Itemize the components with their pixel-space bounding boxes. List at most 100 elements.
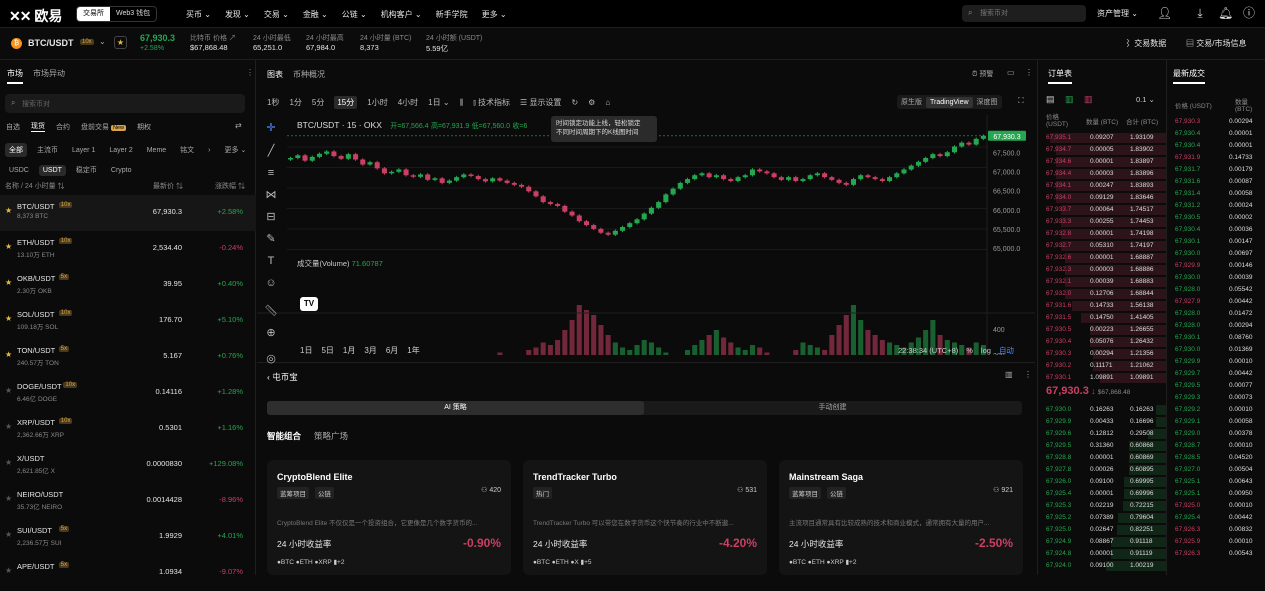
market-row[interactable]: ★ SOL/USDT 10x 109.18万 SOL 176.70 +5.10% [0,303,256,339]
market-row[interactable]: ★ NEIRO/USDT 35.73亿 NEIRO 0.0014428 -8.96% [0,483,256,519]
favorite-star-icon[interactable]: ★ [5,278,13,287]
bid-row[interactable]: 67,925.3 0.02219 0.72215 [1038,500,1166,512]
bid-row[interactable]: 67,929.9 0.00433 0.16696 [1038,416,1166,428]
auto-toggle[interactable]: 自动 [998,346,1014,355]
web3-wallet-tab[interactable]: Web3 钱包 [116,10,151,17]
book-both-icon[interactable]: ▤ [1046,94,1055,104]
user-icon[interactable]: 👤︎ [1157,6,1173,20]
filter-mainstream[interactable]: 主流币 [37,147,58,154]
nav-finance[interactable]: 金融 ⌄ [302,9,328,19]
more-vertical-icon[interactable]: ⋮ [1025,68,1033,77]
view-native[interactable]: 原生版 [901,99,922,106]
filter-meme[interactable]: Meme [146,146,167,154]
measure-icon[interactable]: ⊟ [266,211,276,223]
filter-more[interactable]: 更多 ⌄ [224,147,247,154]
nav-trade[interactable]: 交易 ⌄ [263,9,289,19]
tab-coin-overview[interactable]: 币种概况 [293,70,325,79]
template-icon[interactable]: ⌂ [605,98,611,107]
nav-buy-crypto[interactable]: 买币 ⌄ [186,9,211,19]
ask-row[interactable]: 67,933.3 0.00255 1.74453 [1038,216,1166,228]
cat-futures[interactable]: 合约 [56,123,70,131]
parallel-lines-icon[interactable]: ≡ [267,167,275,179]
quote-usdc[interactable]: USDC [9,166,29,174]
gear-icon[interactable]: ⚙ [588,98,596,107]
tab-market-movers[interactable]: 市场异动 [33,69,65,78]
ask-row[interactable]: 67,934.4 0.00003 1.83896 [1038,168,1166,180]
ask-row[interactable]: 67,930.2 0.11171 1.21062 [1038,360,1166,372]
log-toggle[interactable]: log [980,346,991,355]
bid-row[interactable]: 67,924.9 0.08867 0.91118 [1038,536,1166,548]
quote-crypto[interactable]: Crypto [110,166,132,174]
percent-toggle[interactable]: % [966,346,973,355]
time-lock-icon[interactable]: ↻ [571,98,579,107]
interval-4h[interactable]: 4小时 [397,98,419,107]
favorite-star-icon[interactable]: ★ [5,422,13,431]
cat-spot[interactable]: 现货 [31,123,45,132]
tab-order-book[interactable]: 订单表 [1048,68,1072,84]
view-depth[interactable]: 深度图 [976,99,998,106]
market-row[interactable]: ★ SUI/USDT 5x 2,236.57万 SUI 1.9929 +4.01% [0,519,256,555]
quote-usdt[interactable]: USDT [38,164,66,176]
ask-row[interactable]: 67,934.7 0.00005 1.83902 [1038,144,1166,156]
market-row[interactable]: ★ OKB/USDT 5x 2.30万 OKB 39.95 +0.40% [0,267,256,303]
favorite-star-icon[interactable]: ★ [5,386,13,395]
favorite-star-icon[interactable]: ★ [114,36,127,49]
pair-name[interactable]: BTC/USDT [28,38,74,48]
nav-chain[interactable]: 公链 ⌄ [341,9,367,19]
bid-row[interactable]: 67,924.8 0.00001 0.91119 [1038,548,1166,560]
market-info-link[interactable]: ▤ 交易/市场信息 [1186,39,1247,48]
ask-row[interactable]: 67,932.0 0.12706 1.68844 [1038,288,1166,300]
ask-row[interactable]: 67,931.5 0.14750 1.41405 [1038,312,1166,324]
tab-smart-portfolio[interactable]: 智能组合 [267,431,302,441]
market-search-input[interactable]: ⌕ 搜索币对 [5,94,245,113]
precision-select[interactable]: 0.1 ⌄ [1136,95,1155,104]
filter-inscription[interactable]: 铭文 [180,147,195,154]
book-asks-icon[interactable]: ▥ [1084,94,1093,104]
ask-row[interactable]: 67,930.4 0.05076 1.26432 [1038,336,1166,348]
cat-options[interactable]: 期权 [136,123,151,131]
filter-all[interactable]: 全部 [5,143,27,157]
more-vertical-icon[interactable]: ⋮ [1024,370,1032,379]
favorite-star-icon[interactable]: ★ [5,350,13,359]
crosshair-icon[interactable]: ✛ [266,122,276,134]
favorite-star-icon[interactable]: ★ [5,206,13,215]
text-icon[interactable]: T [267,255,275,267]
chevron-right-icon[interactable]: › [208,146,211,154]
nav-institutional[interactable]: 机构客户 ⌄ [380,9,422,19]
ask-row[interactable]: 67,930.1 1.09891 1.09891 [1038,372,1166,384]
nav-discover[interactable]: 发现 ⌄ [224,9,250,19]
more-vertical-icon[interactable]: ⋮ [246,68,254,77]
bell-icon[interactable]: 🔔︎ [1218,6,1234,20]
tab-chart[interactable]: 图表 [267,70,283,79]
market-row[interactable]: ★ APE/USDT 5x 1.0934 -9.07% [0,555,256,591]
market-row[interactable]: ★ DOGE/USDT 10x 6.46亿 DOGE 0.14116 +1.28% [0,375,256,411]
ask-row[interactable]: 67,932.1 0.00039 1.68883 [1038,276,1166,288]
strategy-card[interactable]: CryptoBlend Elite 蓝筹项目 公链 ⚇ 420 CryptoBlend … [267,460,511,575]
tab-strategy-plaza[interactable]: 策略广场 [314,431,349,441]
cat-premarket[interactable]: 盘前交易 New [81,123,126,131]
bid-row[interactable]: 67,926.0 0.09100 0.69995 [1038,476,1166,488]
pattern-icon[interactable]: ⋈ [265,189,277,201]
ask-row[interactable]: 67,932.6 0.00001 1.68887 [1038,252,1166,264]
interval-1h[interactable]: 1小时 [367,98,388,107]
strategy-card[interactable]: TrendTracker Turbo 热门 ⚇ 531 TrendTracker Tu… [523,460,767,575]
col-name[interactable]: 名称 / 24 小时量 ⇅ [5,183,65,190]
favorite-star-icon[interactable]: ★ [5,494,13,503]
market-row[interactable]: ★ X/USDT 2,621.85亿 X 0.0000830 +129.08% [0,447,256,483]
col-change[interactable]: 涨跌幅 ⇅ [215,183,245,190]
indicators-button[interactable]: ⫾ 技术指标 [473,98,511,107]
asset-management-menu[interactable]: 资产管理 ⌄ [1097,9,1138,18]
market-row[interactable]: ★ BTC/USDT 10x 8,373 BTC 67,930.3 +2.58% [0,195,256,231]
favorite-star-icon[interactable]: ★ [5,314,13,323]
filter-layer2[interactable]: Layer 2 [109,146,133,154]
candlestick-chart[interactable]: 67,500.0 67,000.0 66,500.0 66,000.0 65,500.0… [257,115,1035,355]
bid-row[interactable]: 67,927.8 0.00026 0.60895 [1038,464,1166,476]
bid-row[interactable]: 67,925.4 0.00001 0.69996 [1038,488,1166,500]
okx-logo[interactable]: ✕✕ 欧易 [9,8,63,24]
favorite-star-icon[interactable]: ★ [5,566,13,575]
display-settings-button[interactable]: ☰ 显示设置 [520,98,562,107]
chevron-down-icon[interactable]: ⌄ [99,37,106,46]
strategy-card[interactable]: Mainstream Saga 蓝筹项目 公链 ⚇ 921 主流项目通常具有比较成熟的技… [779,460,1023,575]
market-row[interactable]: ★ ETH/USDT 10x 13.10万 ETH 2,534.40 -0.24% [0,231,256,267]
favorite-star-icon[interactable]: ★ [5,242,13,251]
